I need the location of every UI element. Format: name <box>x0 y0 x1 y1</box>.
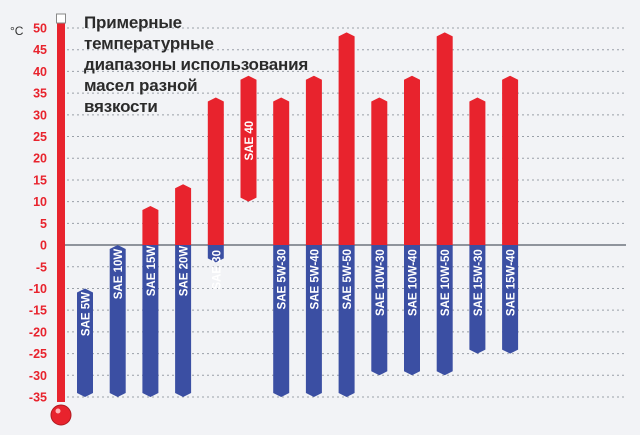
bar-segment-positive <box>273 97 290 246</box>
thermometer-bulb <box>50 404 72 426</box>
bar-segment-negative <box>305 245 322 397</box>
bar-segment-positive <box>404 75 420 246</box>
bar-segment-positive <box>338 32 355 246</box>
bar-segment-negative <box>338 245 355 397</box>
bar-label: SAE 5W-50 <box>342 249 354 309</box>
bar: SAE 5W-40 <box>305 75 322 397</box>
bar-segment-positive <box>240 75 257 202</box>
bar-label: SAE 10W-30 <box>375 249 387 316</box>
y-tick-label: -15 <box>29 304 47 318</box>
y-tick-label: -30 <box>29 369 47 383</box>
bar-segment-negative <box>273 245 290 397</box>
thermometer-cap <box>56 13 66 24</box>
y-tick-label: 25 <box>33 130 47 144</box>
bar-label: SAE 10W-40 <box>408 249 420 316</box>
bar-segment-negative <box>371 245 388 376</box>
bar: SAE 20W <box>175 184 192 397</box>
bar-label: SAE 10W <box>113 249 125 300</box>
title-line-4: вязкости <box>84 97 158 116</box>
bar-label: SAE 5W-30 <box>277 249 289 309</box>
bar-label: SAE 15W-40 <box>506 249 518 316</box>
y-tick-label: -10 <box>29 282 47 296</box>
bar-segment-positive <box>175 184 192 246</box>
title-line-3: масел разной <box>84 76 198 95</box>
y-tick-label: 15 <box>33 173 47 187</box>
bar-label: SAE 5W <box>81 292 93 336</box>
y-tick-label: 30 <box>33 108 47 122</box>
bar: SAE 15W-30 <box>469 97 486 354</box>
bar-segment-positive <box>371 97 388 246</box>
bar-segment-negative <box>404 245 420 376</box>
bar-segment-negative <box>142 245 159 397</box>
bar: SAE 30 <box>207 97 224 290</box>
bar-segment-negative <box>469 245 486 354</box>
y-tick-label: 0 <box>40 239 47 253</box>
bar-segment-negative <box>436 245 453 376</box>
bar: SAE 10W-30 <box>371 97 388 376</box>
grid-layer <box>62 27 626 398</box>
y-tick-label: -25 <box>29 347 47 361</box>
y-tick-label: 40 <box>33 65 47 79</box>
bar: SAE 5W-30 <box>273 97 290 397</box>
bar-segment-positive <box>436 32 453 246</box>
bar: SAE 15W-40 <box>502 75 519 354</box>
bar-segment-positive <box>469 97 486 246</box>
y-tick-label: 45 <box>33 43 47 57</box>
y-tick-label: -35 <box>29 391 47 405</box>
bar: SAE 5W-50 <box>338 32 355 397</box>
bar-segment-positive <box>305 75 322 246</box>
bar: SAE 40 <box>240 75 257 202</box>
bar-label: SAE 20W <box>179 246 191 297</box>
y-axis-ticks: °C 50454035302520151050-5-10-15-20-25-30-… <box>10 22 47 405</box>
y-tick-label: -5 <box>36 260 47 274</box>
y-tick-label: 5 <box>40 217 47 231</box>
thermometer-tube <box>57 18 65 402</box>
bars-layer: SAE 5W SAE 10W SAE 15W SAE 20W SAE 30 SAE 40 S… <box>77 32 519 397</box>
bar-segment-positive <box>502 75 519 246</box>
bar-label: SAE 15W <box>146 246 158 297</box>
y-tick-label: 10 <box>33 195 47 209</box>
bar-segment-negative <box>502 245 519 354</box>
bar-segment-positive <box>207 97 224 246</box>
bar: SAE 10W <box>109 245 126 397</box>
bar-segment-negative <box>175 245 192 397</box>
unit-label: °C <box>10 24 24 38</box>
bar-label: SAE 30 <box>211 250 223 290</box>
bar: SAE 10W-50 <box>436 32 453 376</box>
y-tick-label: 50 <box>33 22 47 36</box>
bar: SAE 5W <box>77 288 93 397</box>
bar-label: SAE 40 <box>244 121 256 161</box>
title-line-2: диапазоны использования <box>84 55 309 74</box>
y-tick-label: 35 <box>33 87 47 101</box>
title-line-1: Примерные температурные <box>84 13 214 53</box>
y-tick-label: -20 <box>29 325 47 339</box>
bar-segment-negative <box>207 245 224 263</box>
bar-label: SAE 5W-40 <box>309 249 321 309</box>
y-tick-label: 20 <box>33 152 47 166</box>
bar-segment-positive <box>142 205 159 246</box>
bar-segment-negative <box>77 288 93 397</box>
bar-label: SAE 10W-50 <box>440 249 452 316</box>
thermometer-bulb-highlight <box>55 408 61 414</box>
chart-title: Примерные температурные диапазоны исполь… <box>84 12 314 117</box>
bar: SAE 15W <box>142 205 159 397</box>
bar-label: SAE 15W-30 <box>473 249 485 316</box>
bar-segment-negative <box>109 245 126 397</box>
thermometer <box>50 13 72 426</box>
bar: SAE 10W-40 <box>404 75 420 376</box>
